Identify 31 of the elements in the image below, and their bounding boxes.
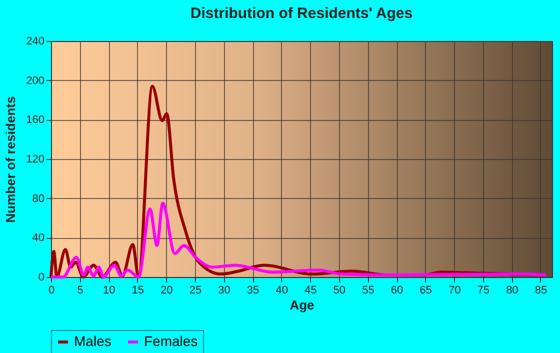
x-tick-label: 50 [333,284,346,296]
x-tick-label: 85 [534,284,548,296]
x-tick-label: 80 [506,284,518,296]
x-tick-label: 30 [218,284,230,296]
legend-label: Females [144,333,198,349]
x-tick-label: 45 [304,284,317,296]
y-tick-label: 120 [26,154,44,166]
legend-label: Males [74,333,112,349]
x-tick-label: 15 [132,284,144,296]
x-tick-label: 70 [448,284,461,296]
x-tick-label: 40 [276,284,288,296]
x-tick-label: 65 [420,284,432,296]
y-tick-label: 160 [26,114,44,126]
y-tick-label: 80 [32,192,44,205]
y-tick-label: 200 [26,74,44,87]
x-tick-label: 25 [189,284,202,296]
x-axis-title: Age [290,298,314,312]
y-tick-label: 40 [32,232,44,244]
x-tick-label: 60 [390,284,404,296]
x-tick-label: 0 [48,284,55,296]
chart-title: Distribution of Residents' Ages [190,5,413,22]
x-tick-label: 10 [102,284,116,296]
x-tick-label: 20 [160,284,173,296]
y-tick-label: 0 [38,272,44,284]
x-tick-label: 5 [77,284,84,296]
x-tick-label: 35 [246,284,260,296]
x-tick-label: 55 [362,284,374,296]
y-tick-label: 240 [26,36,44,48]
line-series [50,202,548,278]
y-axis-title: Number of residents [3,96,18,223]
x-tick-label: 75 [477,284,490,296]
